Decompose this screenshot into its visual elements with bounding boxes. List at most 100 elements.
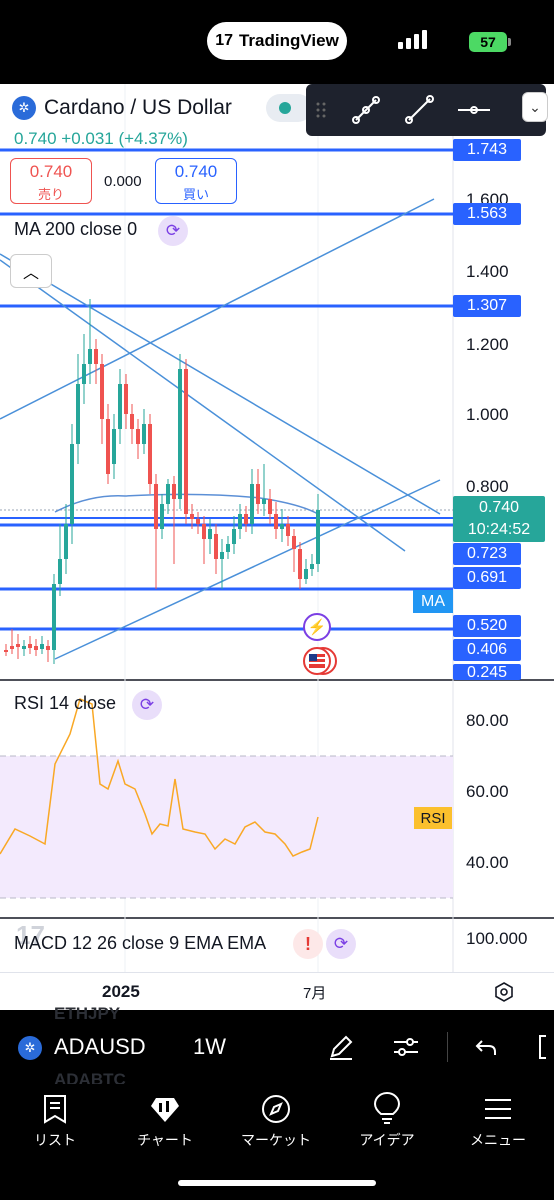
rsi-line: [0, 697, 319, 857]
candle-body: [280, 524, 284, 529]
price-tag: 1.743: [453, 139, 521, 161]
candle-body: [64, 524, 68, 559]
trendline-up-2: [54, 479, 441, 660]
candle-body: [310, 564, 314, 569]
candle-body: [226, 544, 230, 552]
candle-body: [298, 549, 302, 579]
buy-button[interactable]: 0.740 買い: [155, 158, 237, 204]
time-axis-year: 2025: [102, 982, 140, 1001]
candle-body: [250, 484, 254, 524]
battery-icon: 57: [469, 32, 507, 52]
nav-item-chart[interactable]: チャート: [115, 1092, 215, 1150]
price-axis-label: 1.000: [466, 405, 509, 424]
candle-body: [292, 536, 296, 549]
refresh-icon[interactable]: ⟳: [326, 929, 356, 959]
nav-item-market[interactable]: マーケット: [226, 1092, 326, 1150]
buy-label: 買い: [182, 187, 209, 202]
symbol-title[interactable]: Cardano / US Dollar: [44, 96, 232, 119]
candle-body: [106, 419, 110, 474]
indicators-icon[interactable]: [389, 1030, 423, 1064]
time-axis: [0, 972, 554, 1008]
parallel-channel-icon: [352, 96, 380, 124]
bottom-toolbar: [0, 1010, 554, 1084]
price-tag: 0.406: [453, 639, 521, 661]
symbol-selector[interactable]: ADAUSD: [54, 1034, 146, 1059]
candle-body: [232, 529, 236, 544]
price-tag: 0.691: [453, 567, 521, 589]
toolbar-divider: [447, 1032, 448, 1062]
sell-button[interactable]: 0.740 売り: [10, 158, 92, 204]
interval-selector[interactable]: 1W: [193, 1034, 226, 1059]
nav-item-menu[interactable]: メニュー: [448, 1092, 548, 1150]
rsi-band: [0, 756, 453, 898]
candle-body: [172, 484, 176, 499]
price-tag: 1.307: [453, 295, 521, 317]
nav-item-ideas[interactable]: アイデア: [337, 1092, 437, 1150]
price-tag: 0.723: [453, 543, 521, 565]
candle-body: [94, 349, 98, 364]
drawing-toolbar: [306, 84, 546, 136]
settings-hexagon-icon[interactable]: [494, 982, 514, 1002]
price-axis-label: 1.200: [466, 335, 509, 354]
tradingview-pill-label: TradingView: [238, 31, 339, 50]
chart-area[interactable]: [0, 84, 554, 972]
candle-body: [88, 349, 92, 364]
candle-body: [82, 364, 86, 384]
refresh-icon[interactable]: ⟳: [158, 216, 188, 246]
candle-body: [268, 499, 272, 514]
price-axis-label: 1.400: [466, 262, 509, 281]
macd-label[interactable]: MACD 12 26 close 9 EMA EMA: [14, 933, 267, 953]
rsi-label[interactable]: RSI 14 close: [14, 693, 117, 713]
candle-body: [10, 646, 14, 649]
fullscreen-icon[interactable]: [530, 1030, 554, 1064]
chevron-down-icon[interactable]: ⌄: [522, 92, 548, 122]
ma-200-line: [54, 493, 319, 515]
us-flag-event-icon[interactable]: [302, 646, 338, 676]
undo-icon[interactable]: [469, 1030, 503, 1064]
candle-body: [238, 514, 242, 529]
pen-icon[interactable]: [324, 1030, 358, 1064]
candle-body: [262, 499, 266, 504]
ma-indicator-label[interactable]: MA 200 close 0: [14, 219, 138, 239]
rsi-tag: RSI: [414, 807, 452, 829]
market-open-icon: [279, 102, 291, 114]
candle-body: [154, 484, 158, 529]
candle-body: [142, 424, 146, 444]
bar-countdown: 10:24:52: [467, 521, 531, 538]
warning-icon[interactable]: !: [293, 929, 323, 959]
macd-axis-label: 100.000: [466, 929, 528, 948]
ma-tag: MA: [413, 590, 453, 613]
price-change: 0.740 +0.031 (+4.37%): [14, 129, 188, 148]
nav-label: マーケット: [241, 1132, 311, 1148]
cardano-logo-icon: ✲: [12, 96, 36, 120]
candle-body: [256, 484, 260, 504]
candle-body: [4, 650, 8, 652]
candle-body: [124, 384, 128, 414]
trendline-down-2: [0, 253, 441, 515]
candle-body: [58, 559, 62, 584]
rsi-axis-label: 40.00: [466, 853, 509, 872]
candle-body: [100, 364, 104, 419]
candle-body: [190, 514, 194, 519]
candle-body: [196, 519, 200, 524]
battery-tip: [508, 38, 511, 46]
lightning-icon[interactable]: ⚡: [303, 613, 331, 641]
sell-label: 売り: [37, 187, 64, 202]
refresh-icon[interactable]: ⟳: [132, 690, 162, 720]
rsi-axis-label: 60.00: [466, 782, 509, 801]
tradingview-pill[interactable]: 17 TradingView: [207, 22, 347, 60]
nav-item-list[interactable]: リスト: [5, 1092, 105, 1150]
candle-body: [112, 429, 116, 464]
candle-body: [214, 534, 218, 559]
price-tag: 0.245: [453, 664, 521, 680]
candle-body: [184, 369, 188, 514]
candle-body: [130, 414, 134, 429]
list-icon: [5, 1092, 105, 1126]
current-price: 0.740: [478, 499, 520, 516]
trendline-down-1: [0, 259, 406, 552]
candle-body: [304, 569, 308, 579]
candle-body: [244, 514, 248, 524]
cardano-logo-icon: ✲: [18, 1036, 42, 1060]
chevron-up-icon[interactable]: ︿: [10, 254, 52, 288]
candle-body: [160, 504, 164, 529]
